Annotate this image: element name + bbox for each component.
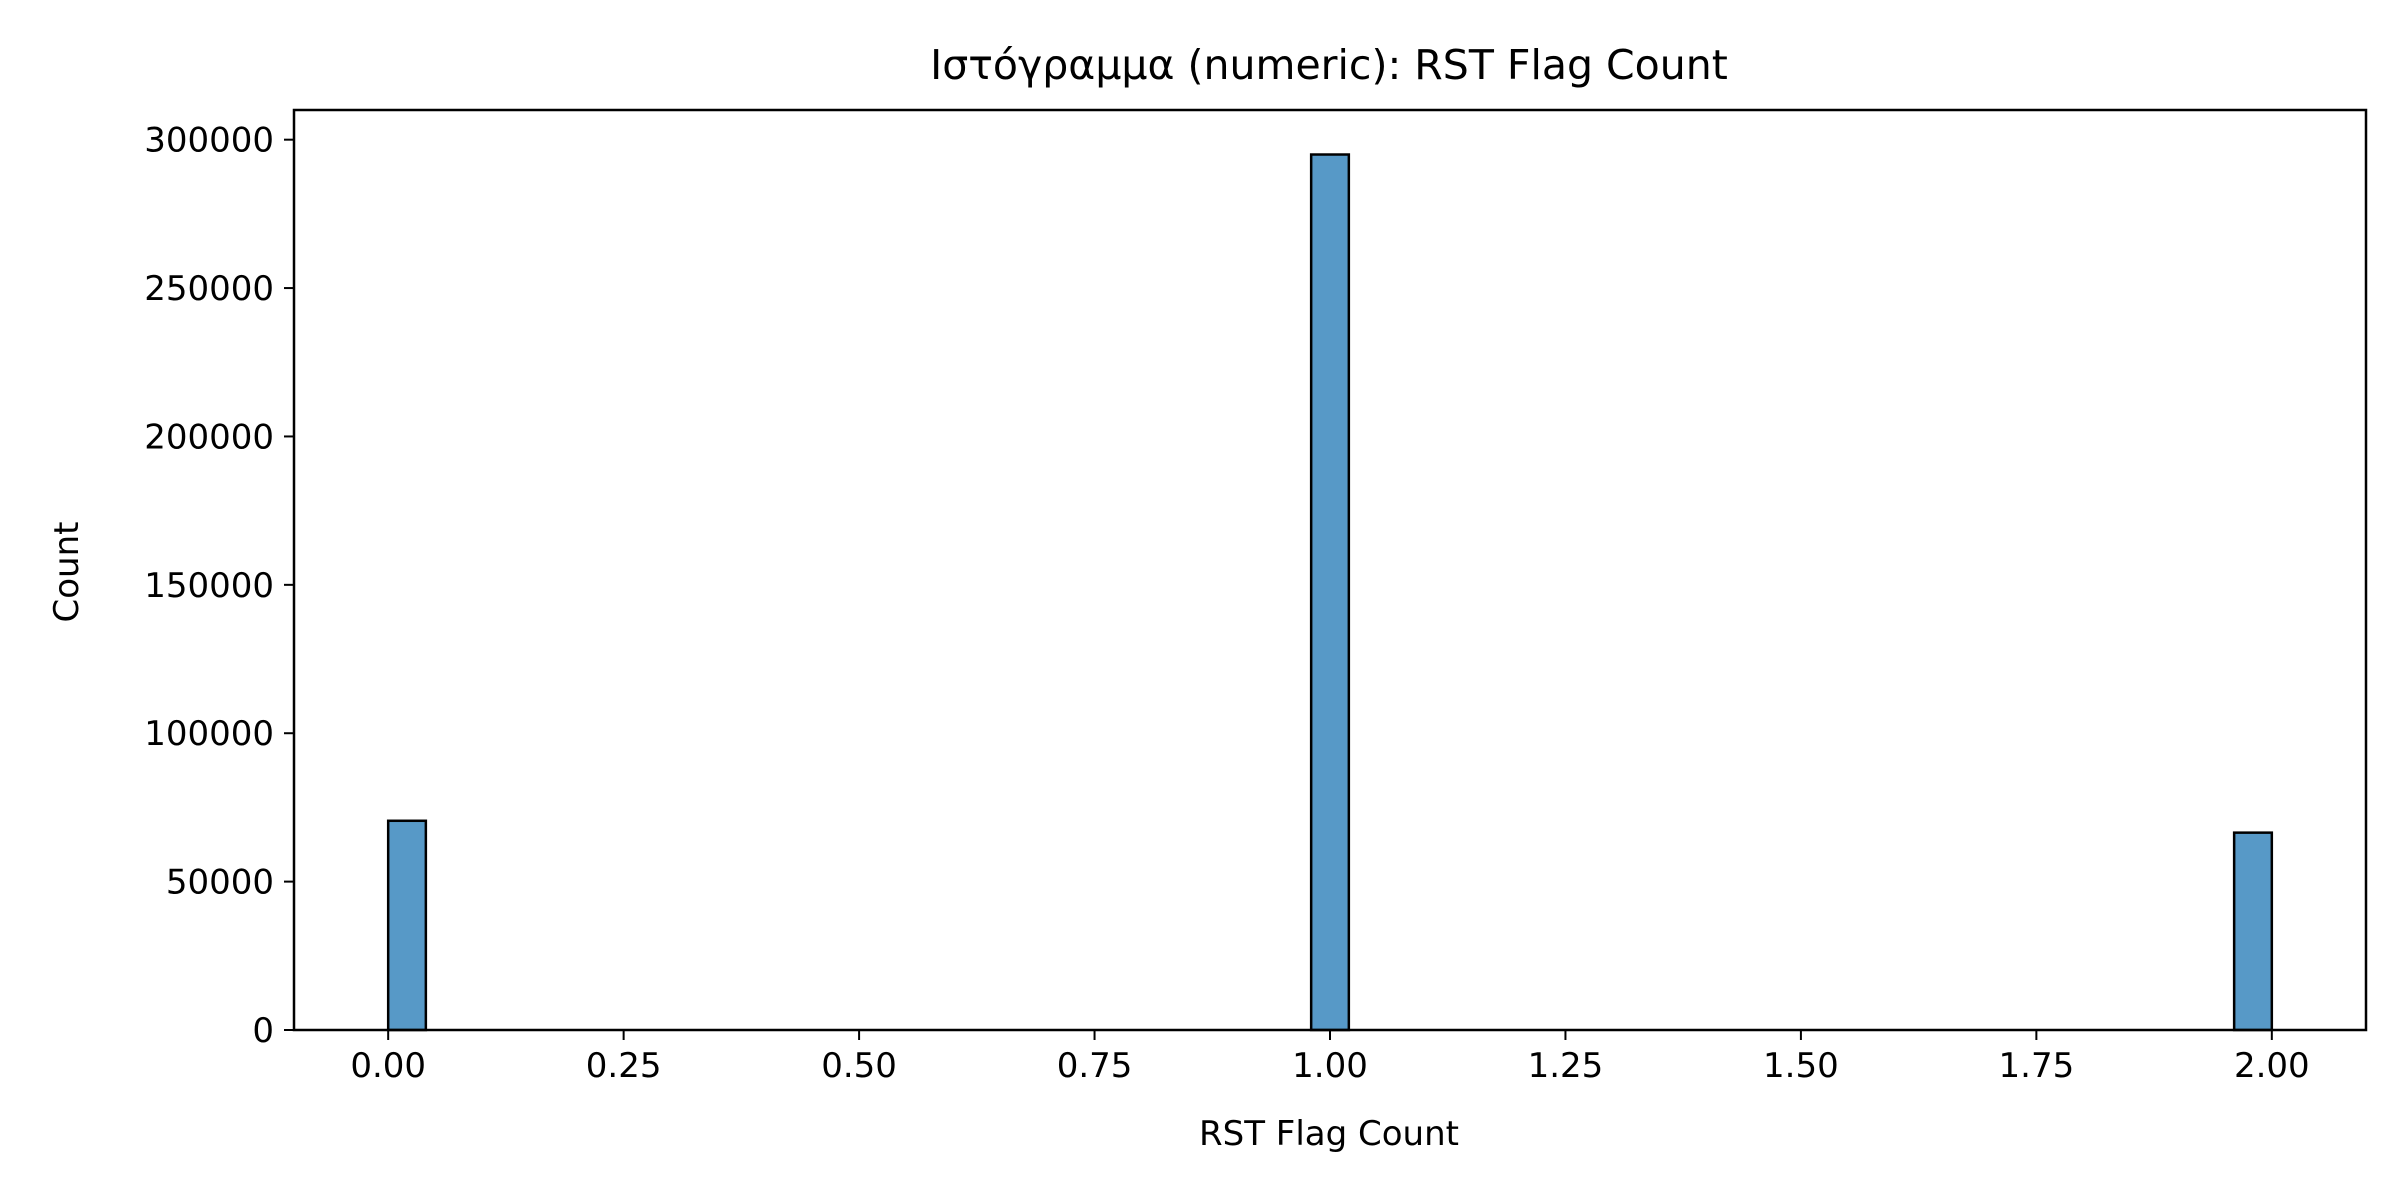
x-tick-label: 0.00: [350, 1046, 426, 1086]
y-tick-label: 0: [252, 1011, 274, 1051]
histogram-bar: [2232, 831, 2274, 1032]
x-tick-label: 1.25: [1528, 1046, 1604, 1086]
y-tick-label: 50000: [166, 863, 274, 903]
x-axis: 0.00 0.25 0.50 0.75 1.00 1.25 1.50 1.75 2.00: [350, 1030, 2310, 1086]
x-tick-label: 1.75: [1999, 1046, 2075, 1086]
bars-layer: [386, 153, 2274, 1032]
x-tick-label: 0.50: [821, 1046, 897, 1086]
y-tick-label: 150000: [144, 566, 274, 606]
y-tick-label: 250000: [144, 269, 274, 309]
histogram-bar: [386, 819, 428, 1032]
x-tick-label: 0.75: [1057, 1046, 1133, 1086]
y-axis-label: Count: [47, 522, 87, 623]
histogram-bar: [1309, 153, 1351, 1032]
x-tick-label: 0.25: [586, 1046, 662, 1086]
y-tick-label: 300000: [144, 121, 274, 161]
y-tick-label: 200000: [144, 417, 274, 457]
x-tick-label: 2.00: [2234, 1046, 2310, 1086]
x-tick-label: 1.00: [1292, 1046, 1368, 1086]
x-tick-label: 1.50: [1763, 1046, 1839, 1086]
y-axis: 0 50000 100000 150000 200000 250000 300000: [144, 121, 294, 1051]
chart-title: Ιστόγραμμα (numeric): RST Flag Count: [930, 41, 1728, 89]
y-tick-label: 100000: [144, 714, 274, 754]
x-axis-label: RST Flag Count: [1199, 1114, 1459, 1154]
